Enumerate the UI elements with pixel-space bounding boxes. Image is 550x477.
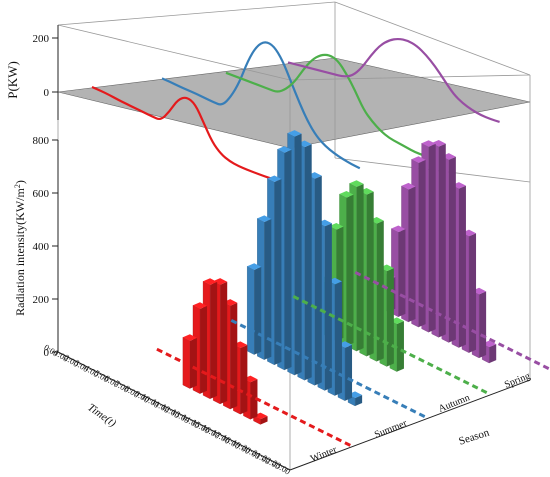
power-line-autumn [225,53,425,157]
radiation-axis-title-close: ) [13,180,27,184]
floor-dash-summer [230,319,429,420]
floor-dash-autumn [292,295,491,396]
z-tick-label: 0 [44,347,50,359]
season-axis-title: Season [457,426,491,447]
power-line-summer [161,41,361,170]
radiation-axis-title-main: Radiation intensity(KW/m [13,188,27,316]
power-zero-plane [57,57,531,149]
season-tick-label-winter: Winter [309,444,339,465]
season-tick-label-summer: Summer [373,418,409,441]
power-lines [91,37,500,186]
power-axis-title: P(KW) [5,61,20,99]
season-tick-label-autumn: Autumn [437,392,472,414]
bar-summer-8 [247,263,262,355]
p-tick-label: 0 [44,87,50,99]
z-tick-label: 600 [33,188,50,200]
power-line-spring [287,37,500,123]
power-line-winter [91,85,291,186]
floor-dash-spring [354,271,550,371]
season-floor-dashes [156,271,550,449]
season-tick-label-spring: Spring [503,371,532,391]
radiation-axis-title: Radiation intensity(KW/m2) [13,180,27,316]
radiation-axis-title-sup: 2 [13,184,22,188]
bar-winter-9 [182,334,197,389]
z-tick-label: 400 [33,241,50,253]
radiation-bars [182,130,497,425]
z-tick-label: 800 [33,135,50,147]
time-axis-title: Time(t) [85,402,118,430]
floor-dash-winter [156,347,355,449]
p-tick-label: 200 [33,33,50,45]
z-tick-label: 200 [33,294,50,306]
time-tick-label: 23:00 [271,458,293,477]
